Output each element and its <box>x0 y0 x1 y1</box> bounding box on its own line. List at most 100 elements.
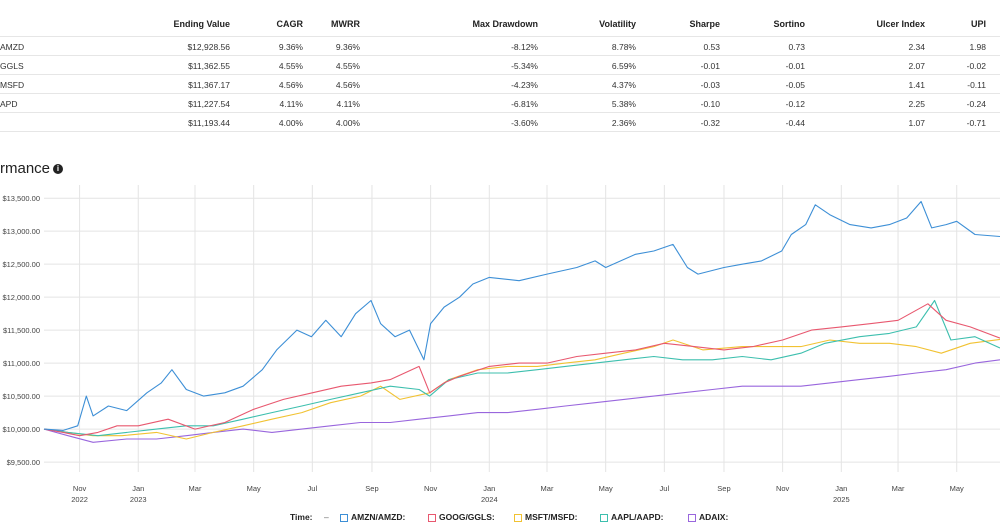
table-row: $11,193.44 4.00% 4.00% -3.60% 2.36% -0.32 -0.4… <box>0 113 1000 132</box>
legend-label: AAPL/AAPD: <box>611 512 664 522</box>
header-mwrr[interactable]: MWRR <box>331 19 360 29</box>
cell-volatility: 8.78% <box>611 42 636 52</box>
cell-row-name: GGLS <box>0 61 24 71</box>
x-tick-label: May <box>599 484 613 493</box>
header-cagr[interactable]: CAGR <box>276 19 304 29</box>
cell-ending-value: $11,367.17 <box>188 80 230 90</box>
legend-item[interactable]: AAPL/AAPD: <box>600 512 663 522</box>
x-tick-year: 2022 <box>71 495 88 504</box>
cell-row-name: MSFD <box>0 80 25 90</box>
legend-swatch <box>600 514 608 522</box>
y-tick-label: $13,000.00 <box>2 227 40 236</box>
legend-label: MSFT/MSFD: <box>525 512 578 522</box>
series-line-adaix <box>43 359 1000 443</box>
cell-max-drawdown: -5.34% <box>511 61 538 71</box>
x-tick-label: May <box>950 484 964 493</box>
x-tick-year: 2024 <box>481 495 498 504</box>
cell-row-name: AMZD <box>0 42 25 52</box>
x-tick-label: Jan <box>132 484 144 493</box>
cell-upi: -0.11 <box>967 80 986 90</box>
cell-ulcer-index: 2.34 <box>908 42 925 52</box>
x-tick-label: Nov <box>776 484 790 493</box>
y-tick-label: $11,500.00 <box>3 326 40 335</box>
cell-ending-value: $11,362.55 <box>188 61 230 71</box>
table-row: AMZD $12,928.56 9.36% 9.36% -8.12% 8.78% 0.53 0… <box>0 37 1000 56</box>
y-tick-label: $12,500.00 <box>2 260 40 269</box>
cell-cagr: 4.56% <box>278 80 303 90</box>
cell-ending-value: $12,928.56 <box>187 42 230 52</box>
header-ending-value[interactable]: Ending Value <box>173 19 230 29</box>
legend-title: Time: <box>290 512 313 522</box>
cell-volatility: 4.37% <box>611 80 636 90</box>
cell-sharpe: -0.03 <box>700 80 720 90</box>
cell-mwrr: 4.00% <box>335 118 360 128</box>
cell-ulcer-index: 1.41 <box>908 80 925 90</box>
x-tick-year: 2025 <box>833 495 850 504</box>
cell-volatility: 6.59% <box>611 61 636 71</box>
legend-item[interactable]: MSFT/MSFD: <box>514 512 577 522</box>
header-ulcer-index[interactable]: Ulcer Index <box>876 19 925 29</box>
cell-sharpe: 0.53 <box>703 42 720 52</box>
series-line-amznamzd <box>43 200 1000 431</box>
cell-mwrr: 4.11% <box>336 99 360 109</box>
y-tick-label: $10,000.00 <box>2 425 40 434</box>
cell-sortino: 0.73 <box>788 42 805 52</box>
cell-sharpe: -0.10 <box>700 99 720 109</box>
performance-chart[interactable]: $9,500.00 $10,000.00 $10,500.00 $11,000.00 $… <box>0 185 1000 510</box>
cell-max-drawdown: -8.12% <box>511 42 538 52</box>
cell-sortino: -0.05 <box>785 80 805 90</box>
y-tick-label: $12,000.00 <box>2 293 40 302</box>
legend-swatch <box>514 514 522 522</box>
cell-max-drawdown: -4.23% <box>511 80 538 90</box>
section-title-text: rmance <box>0 160 51 177</box>
cell-upi: -0.02 <box>966 61 986 71</box>
x-tick-label: Jan <box>835 484 847 493</box>
cell-ending-value: $11,193.44 <box>188 118 230 128</box>
legend-swatch <box>340 514 348 522</box>
x-tick-label: May <box>247 484 261 493</box>
cell-row-name: APD <box>0 99 18 109</box>
x-tick-label: Nov <box>424 484 438 493</box>
header-upi[interactable]: UPI <box>970 19 986 29</box>
cell-max-drawdown: -3.60% <box>511 118 538 128</box>
cell-volatility: 5.38% <box>611 99 636 109</box>
cell-upi: 1.98 <box>969 42 986 52</box>
cell-cagr: 4.55% <box>278 61 303 71</box>
cell-sharpe: -0.32 <box>700 118 720 128</box>
y-tick-label: $13,500.00 <box>2 194 40 203</box>
cell-ending-value: $11,227.54 <box>188 99 230 109</box>
x-tick-label: Mar <box>189 484 202 493</box>
table-body: AMZD $12,928.56 9.36% 9.36% -8.12% 8.78% 0.53 0… <box>0 37 1000 132</box>
cell-sortino: -0.44 <box>785 118 805 128</box>
table-row: GGLS $11,362.55 4.55% 4.55% -5.34% 6.59% -0.01… <box>0 56 1000 75</box>
header-max-drawdown[interactable]: Max Drawdown <box>472 19 538 29</box>
legend-item[interactable]: GOOG/GGLS: <box>428 512 495 522</box>
x-tick-label: Jan <box>483 484 495 493</box>
cell-mwrr: 4.56% <box>335 80 360 90</box>
cell-ulcer-index: 1.07 <box>908 118 925 128</box>
header-volatility[interactable]: Volatility <box>599 19 636 29</box>
header-sharpe[interactable]: Sharpe <box>689 19 720 29</box>
legend-label: AMZN/AMZD: <box>351 512 406 522</box>
legend-label: GOOG/GGLS: <box>439 512 495 522</box>
x-tick-year: 2023 <box>130 495 147 504</box>
x-tick-label: Sep <box>365 484 378 493</box>
cell-ulcer-index: 2.25 <box>908 99 925 109</box>
series-line-msftmsfd <box>43 338 1000 440</box>
table-header-row: Ending Value CAGR MWRR Max Drawdown Vola… <box>0 10 1000 37</box>
x-tick-label: Sep <box>717 484 730 493</box>
x-tick-label: Nov <box>73 484 87 493</box>
cell-mwrr: 9.36% <box>335 42 360 52</box>
info-icon[interactable]: i <box>53 164 64 174</box>
cell-volatility: 2.36% <box>611 118 636 128</box>
cell-cagr: 4.11% <box>279 99 303 109</box>
header-sortino[interactable]: Sortino <box>773 19 806 29</box>
cell-ulcer-index: 2.07 <box>908 61 925 71</box>
x-tick-label: Mar <box>541 484 554 493</box>
metrics-table: Ending Value CAGR MWRR Max Drawdown Vola… <box>0 10 1000 132</box>
legend-separator: – <box>324 512 329 522</box>
table-row: APD $11,227.54 4.11% 4.11% -6.81% 5.38% -0.10 -… <box>0 94 1000 113</box>
legend-item[interactable]: ADAIX: <box>688 512 728 522</box>
legend-item[interactable]: AMZN/AMZD: <box>340 512 405 522</box>
legend-swatch <box>688 514 696 522</box>
